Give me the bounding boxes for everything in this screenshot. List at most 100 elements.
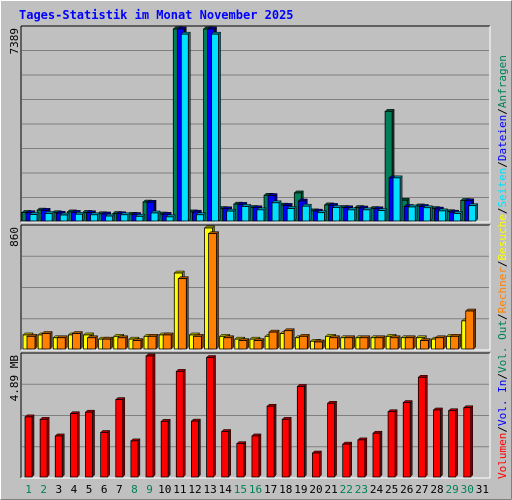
bar-volumen-day-13	[205, 354, 217, 478]
bar-rechner-day-21	[328, 335, 341, 350]
panel-bottom: 4.89 MB	[8, 352, 491, 479]
bar-seiten-day-24	[377, 208, 388, 222]
legend-separator: /	[496, 108, 509, 115]
bar-volumen-day-5	[84, 409, 96, 478]
bar-rechner-day-9	[147, 333, 159, 350]
x-label-day-12: 12	[188, 483, 201, 496]
legend-entry-besuche: Besuche	[496, 214, 509, 260]
x-label-day-14: 14	[219, 483, 233, 496]
bar-seiten-day-14	[226, 208, 237, 222]
x-label-day-30: 30	[461, 483, 474, 496]
x-label-day-7: 7	[116, 483, 123, 496]
bar-seiten-day-25	[392, 175, 403, 222]
x-label-day-2: 2	[40, 483, 47, 496]
bar-seiten-day-16	[256, 207, 267, 222]
bar-seiten-day-8	[135, 213, 146, 222]
x-label-day-20: 20	[309, 483, 322, 496]
bar-rechner-day-28	[434, 335, 447, 350]
bar-rechner-day-15	[238, 337, 250, 350]
x-label-day-21: 21	[325, 483, 338, 496]
bar-volumen-day-1	[24, 414, 35, 478]
bar-rechner-day-10	[162, 332, 174, 350]
bar-rechner-day-14	[223, 335, 235, 350]
bar-rechner-day-12	[192, 333, 205, 350]
bar-volumen-day-8	[130, 438, 141, 478]
bar-rechner-day-18	[283, 328, 295, 350]
x-label-day-6: 6	[101, 483, 108, 496]
bar-seiten-day-13	[210, 31, 222, 222]
legend-entry-vol-out: Vol. Out	[496, 320, 509, 373]
bar-volumen-day-23	[357, 437, 368, 478]
bar-volumen-day-15	[236, 440, 247, 478]
bar-seiten-day-17	[271, 200, 282, 222]
bar-volumen-day-3	[54, 433, 65, 478]
legend-entry-seiten: Seiten	[496, 168, 509, 208]
x-label-day-24: 24	[370, 483, 384, 496]
bar-volumen-day-4	[69, 411, 80, 478]
bar-volumen-day-19	[296, 383, 307, 478]
bar-volumen-day-22	[342, 441, 353, 478]
legend-separator: /	[496, 207, 509, 214]
bar-rechner-day-1	[26, 333, 38, 350]
bar-rechner-day-20	[313, 339, 326, 350]
bar-volumen-day-7	[115, 396, 126, 478]
bar-rechner-day-25	[389, 335, 401, 350]
bar-volumen-day-11	[175, 368, 186, 478]
bar-seiten-day-12	[195, 212, 207, 222]
x-label-day-5: 5	[86, 483, 93, 496]
bar-seiten-day-6	[105, 213, 116, 222]
legend-text: Volumen/Vol. In/Vol. Out/Rechner/Besuche…	[496, 55, 509, 479]
bar-rechner-day-4	[71, 330, 83, 350]
bar-seiten-day-27	[422, 205, 433, 222]
bar-rechner-day-3	[56, 335, 68, 350]
x-label-day-8: 8	[131, 483, 138, 496]
x-label-day-17: 17	[264, 483, 277, 496]
bar-seiten-day-21	[331, 204, 343, 222]
x-label-day-15: 15	[234, 483, 247, 496]
bar-volumen-day-21	[326, 400, 338, 478]
legend-entry-rechner: Rechner	[496, 267, 509, 314]
day-axis-labels: 1 2 3 4 5 6 7 8 9 10 11 12 13 14 15 16 17 18 19 20 21 22 23 24 2…	[25, 483, 489, 496]
x-label-day-11: 11	[173, 483, 186, 496]
bar-volumen-day-26	[402, 399, 413, 478]
panel-top: 7389	[8, 25, 491, 223]
bar-seiten-day-1	[29, 211, 40, 222]
bar-volumen-day-9	[145, 353, 156, 478]
bar-seiten-day-7	[120, 212, 131, 222]
bar-rechner-day-29	[450, 333, 462, 350]
x-label-day-29: 29	[446, 483, 459, 496]
bar-volumen-day-16	[251, 433, 262, 478]
bar-rechner-day-13	[207, 231, 220, 350]
bar-volumen-day-27	[417, 374, 428, 478]
bar-seiten-day-3	[59, 212, 70, 222]
legend-entry-dateien: Dateien	[496, 115, 509, 161]
x-label-day-3: 3	[56, 483, 63, 496]
x-label-day-4: 4	[71, 483, 78, 496]
bar-seiten-day-5	[89, 212, 101, 222]
x-label-day-1: 1	[25, 483, 32, 496]
bar-volumen-day-12	[190, 418, 202, 478]
bar-seiten-day-10	[165, 214, 176, 222]
y-max-label-top: 7389	[8, 28, 21, 55]
bar-rechner-day-8	[132, 337, 144, 350]
bar-rechner-day-23	[359, 335, 371, 350]
bar-rechner-day-7	[117, 335, 129, 350]
legend-separator: /	[496, 313, 509, 320]
bar-volumen-day-20	[311, 450, 323, 478]
bar-rechner-day-27	[419, 337, 431, 350]
bar-volumen-day-17	[266, 403, 277, 478]
x-label-day-19: 19	[294, 483, 307, 496]
bar-rechner-day-2	[41, 330, 53, 350]
y-max-label-bottom: 4.89 MB	[8, 355, 21, 402]
bar-seiten-day-26	[407, 204, 418, 222]
bar-seiten-day-2	[44, 210, 55, 222]
panel-middle: 860	[8, 224, 491, 351]
bar-seiten-day-19	[301, 203, 312, 222]
x-label-day-26: 26	[400, 483, 413, 496]
bar-seiten-day-20	[316, 210, 328, 222]
legend-entry-volumen: Volumen	[496, 433, 509, 479]
bar-volumen-day-6	[100, 429, 111, 478]
bar-seiten-day-18	[286, 205, 297, 222]
